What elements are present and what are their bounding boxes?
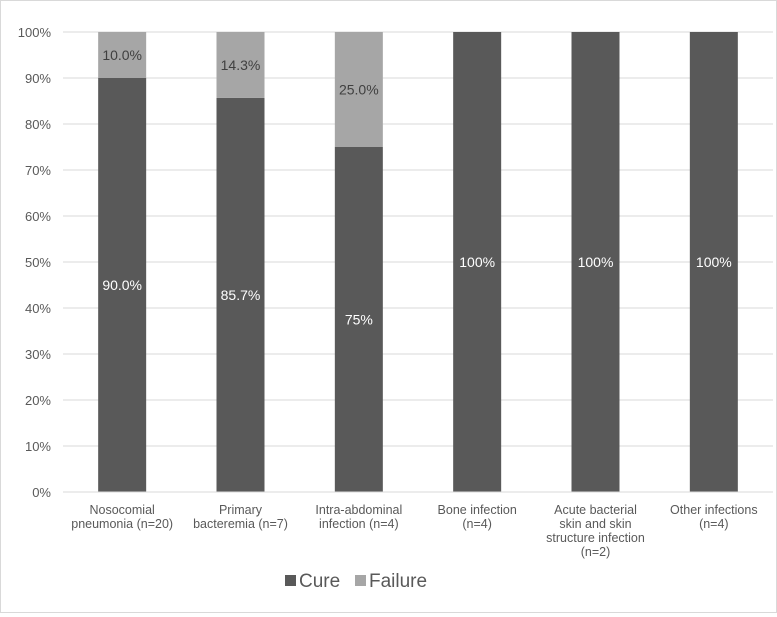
- x-tick-label-line: bacteremia (n=7): [193, 517, 288, 531]
- x-tick-label-line: (n=4): [699, 517, 729, 531]
- bars: [98, 32, 738, 492]
- legend-swatch-failure: [355, 575, 366, 586]
- y-tick-label: 40%: [25, 301, 51, 316]
- x-tick-label-line: Bone infection: [438, 503, 517, 517]
- data-label-cure-3: 75%: [345, 312, 373, 328]
- x-tick-label-line: (n=2): [581, 545, 611, 559]
- y-tick-label: 80%: [25, 117, 51, 132]
- x-tick-label: Bone infection (n=4): [438, 503, 517, 531]
- x-tick-label: Intra-abdominal infection (n=4): [315, 503, 402, 531]
- x-tick-label: Nosocomial pneumonia (n=20): [71, 503, 173, 531]
- gridlines: [63, 31, 773, 493]
- bar-cure-6: [689, 32, 738, 492]
- x-tick-label-line: Intra-abdominal: [315, 503, 402, 517]
- x-tick-label-line: skin and skin: [559, 517, 631, 531]
- x-axis: Nosocomial pneumonia (n=20) Primary bactere…: [63, 491, 773, 559]
- x-tick-label-line: Primary: [219, 503, 263, 517]
- legend-label-cure: Cure: [299, 571, 340, 592]
- data-label-cure-6: 100%: [696, 254, 732, 270]
- x-tick-label: Other infections (n=4): [670, 503, 758, 531]
- bar-failure-1: [98, 32, 147, 78]
- y-tick-label: 10%: [25, 439, 51, 454]
- bar-cure-5: [571, 32, 620, 492]
- data-label-failure-1: 10.0%: [102, 47, 142, 63]
- y-tick-label: 100%: [18, 25, 52, 40]
- x-tick-label-line: Nosocomial: [90, 503, 155, 517]
- y-tick-label: 90%: [25, 71, 51, 86]
- data-label-cure-2: 85.7%: [221, 287, 261, 303]
- data-labels: 90.0% 10.0% 85.7% 14.3% 75% 25.0% 100% 100% 100%: [102, 47, 731, 328]
- bar-failure-2: [216, 32, 265, 98]
- y-tick-label: 60%: [25, 209, 51, 224]
- data-label-failure-3: 25.0%: [339, 82, 379, 98]
- bar-cure-3: [334, 147, 383, 492]
- data-label-cure-4: 100%: [459, 254, 495, 270]
- bar-cure-2: [216, 97, 265, 492]
- x-tick-label-line: Acute bacterial: [554, 503, 637, 517]
- bar-cure-4: [453, 32, 502, 492]
- legend-swatch-cure: [285, 575, 296, 586]
- y-tick-label: 0%: [32, 485, 51, 500]
- y-tick-label: 50%: [25, 255, 51, 270]
- data-label-cure-1: 90.0%: [102, 277, 142, 293]
- x-tick-label-line: infection (n=4): [319, 517, 399, 531]
- x-tick-label-line: pneumonia (n=20): [71, 517, 173, 531]
- x-tick-label: Primary bacteremia (n=7): [193, 503, 288, 531]
- x-tick-label-line: structure infection: [546, 531, 645, 545]
- x-tick-label-line: (n=4): [462, 517, 492, 531]
- y-axis: 0% 10% 20% 30% 40% 50% 60% 70% 80% 90% 100%: [18, 25, 52, 500]
- bar-failure-3: [334, 32, 383, 147]
- y-tick-label: 20%: [25, 393, 51, 408]
- data-label-failure-2: 14.3%: [221, 57, 261, 73]
- y-tick-label: 30%: [25, 347, 51, 362]
- bar-cure-1: [98, 78, 147, 492]
- legend: Cure Failure: [285, 571, 427, 592]
- legend-label-failure: Failure: [369, 571, 427, 592]
- y-tick-label: 70%: [25, 163, 51, 178]
- data-label-cure-5: 100%: [578, 254, 614, 270]
- x-tick-label: Acute bacterial skin and skin structure in…: [546, 503, 645, 559]
- x-tick-label-line: Other infections: [670, 503, 758, 517]
